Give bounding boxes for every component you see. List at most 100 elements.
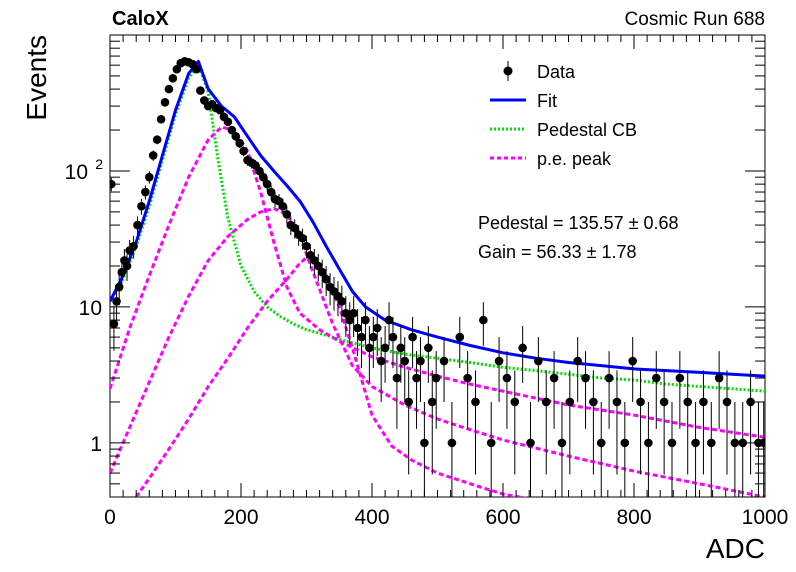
- header-left: CaloX: [112, 8, 169, 30]
- data-point: [620, 401, 630, 497]
- data-point: [518, 326, 527, 383]
- x-tick-label: 800: [616, 506, 651, 529]
- legend-label: Fit: [537, 91, 557, 111]
- curve-p-e-peak-3: [134, 256, 528, 497]
- x-tick-label: 200: [223, 506, 258, 529]
- data-point: [667, 401, 677, 497]
- header-right: Cosmic Run 688: [625, 9, 765, 30]
- x-axis: 0 200 400 600 800 1000: [104, 35, 788, 529]
- data-point: [168, 74, 178, 83]
- data-point: [129, 235, 138, 259]
- data-point: [255, 165, 264, 178]
- data-point: [231, 131, 241, 141]
- data-point: [706, 401, 716, 497]
- fit-result-pedestal: Pedestal = 135.57 ± 0.68: [478, 213, 679, 233]
- data-point: [596, 401, 606, 497]
- y-tick-label-exponent: 2: [95, 156, 103, 172]
- x-axis-label: ADC: [706, 533, 765, 564]
- data-point: [455, 316, 465, 369]
- data-point: [141, 185, 150, 200]
- data-point: [223, 117, 233, 127]
- data-point: [510, 370, 520, 475]
- data-point: [612, 370, 622, 475]
- y-axis: 1 10 10 2: [65, 34, 765, 498]
- data-point: [404, 370, 413, 475]
- data-point: [424, 326, 433, 383]
- data-point: [396, 326, 406, 383]
- data-point: [541, 370, 551, 475]
- legend-entry: Pedestal CB: [490, 120, 637, 140]
- data-point: [341, 296, 351, 338]
- legend-entry: p.e. peak: [490, 149, 612, 169]
- data-point: [196, 86, 205, 95]
- data-point: [372, 309, 382, 357]
- x-tick-label: 0: [104, 506, 116, 529]
- data-point: [227, 125, 237, 135]
- data-point: [431, 351, 441, 429]
- data-point: [235, 138, 244, 149]
- x-tick-label: 1000: [742, 506, 789, 529]
- data-point: [549, 351, 559, 429]
- data-point: [746, 370, 755, 475]
- data-point: [738, 401, 748, 497]
- data-point: [471, 370, 480, 475]
- data-point: [164, 84, 174, 94]
- data-point: [266, 185, 276, 200]
- data-point: [479, 302, 488, 346]
- data-point: [145, 171, 154, 184]
- data-point: [353, 309, 362, 357]
- data-point: [427, 370, 437, 475]
- data-point: [152, 135, 162, 145]
- data-point: [691, 401, 700, 497]
- data-point: [494, 337, 504, 402]
- data-point: [349, 296, 358, 338]
- data-point: [412, 351, 421, 429]
- data-point: [714, 351, 724, 429]
- data-point: [192, 64, 201, 74]
- data-point: [321, 266, 331, 297]
- legend-label: Data: [537, 62, 576, 82]
- legend-entry: Data: [503, 61, 576, 82]
- data-point: [160, 97, 170, 107]
- data-point: [215, 105, 225, 115]
- data-point: [317, 259, 327, 289]
- data-point: [534, 337, 543, 402]
- data-point: [675, 351, 685, 429]
- data-point: [699, 370, 708, 475]
- x-tick-label: 600: [485, 506, 520, 529]
- y-axis-label: Events: [21, 35, 52, 121]
- data-point: [239, 146, 248, 157]
- legend-marker: [503, 66, 513, 76]
- data-point: [345, 302, 355, 346]
- data-points: [110, 57, 765, 497]
- data-point: [447, 401, 457, 497]
- data-point: [722, 370, 732, 475]
- data-point: [420, 401, 429, 497]
- data-point: [628, 337, 637, 402]
- data-point: [137, 198, 146, 215]
- data-point: [400, 337, 410, 402]
- legend-label: Pedestal CB: [537, 120, 637, 140]
- data-point: [282, 206, 292, 224]
- data-point: [644, 401, 653, 497]
- data-point: [148, 150, 158, 161]
- data-point: [357, 316, 366, 369]
- data-point: [258, 171, 268, 184]
- x-tick-label: 400: [354, 506, 389, 529]
- data-point: [337, 285, 347, 323]
- legend-label: p.e. peak: [537, 149, 612, 169]
- data-point: [683, 370, 693, 475]
- data-point: [156, 114, 166, 124]
- curve-fit-4: [110, 59, 765, 378]
- fit-result-gain: Gain = 56.33 ± 1.78: [478, 242, 637, 262]
- data-point: [651, 351, 661, 429]
- data-point: [581, 351, 590, 429]
- data-point: [408, 316, 417, 369]
- data-point: [573, 337, 582, 402]
- legend-entry: Fit: [490, 91, 557, 111]
- data-point: [589, 370, 598, 475]
- data-point: [486, 401, 496, 497]
- data-point: [463, 351, 472, 429]
- data-point: [361, 302, 370, 346]
